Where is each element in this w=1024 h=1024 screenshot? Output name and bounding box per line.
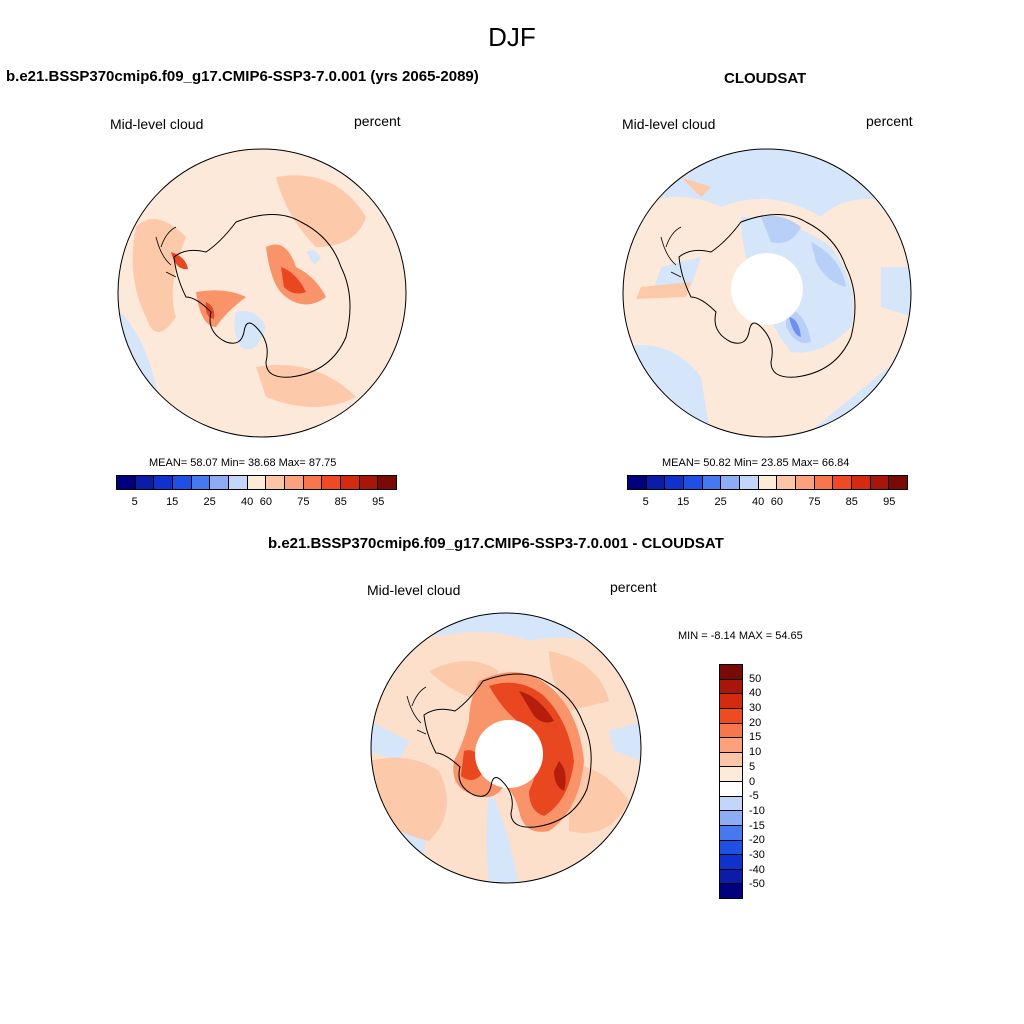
colorbar-tick-label: 5 (749, 760, 756, 773)
colorbar-box (702, 476, 722, 489)
colorbar-tick-label: 25 (203, 496, 216, 508)
model-polar-map (117, 148, 407, 438)
colorbar-tick-label: 75 (808, 496, 821, 508)
colorbar-box (135, 476, 155, 489)
colorbar-box (720, 811, 742, 826)
colorbar-box (720, 825, 742, 841)
colorbar-tick-label: -40 (749, 863, 765, 876)
colorbar-box (341, 476, 360, 489)
colorbar-box (266, 476, 286, 489)
obs-colorbar (627, 475, 908, 490)
colorbar-box (720, 796, 742, 812)
model-stats: MEAN= 58.07 Min= 38.68 Max= 87.75 (149, 457, 337, 469)
colorbar-box (303, 476, 323, 489)
colorbar-box (852, 476, 871, 489)
colorbar-box (889, 476, 908, 489)
colorbar-box (191, 476, 211, 489)
obs-units-label: percent (866, 113, 913, 129)
colorbar-box (720, 679, 742, 695)
colorbar-tick-label: 20 (749, 716, 762, 729)
model-variable-label: Mid-level cloud (110, 116, 204, 132)
colorbar-tick-label: 40 (241, 496, 254, 508)
colorbar-box (285, 476, 304, 489)
colorbar-box (378, 476, 397, 489)
colorbar-box (720, 869, 742, 885)
colorbar-tick-label: 5 (642, 496, 649, 508)
colorbar-box (777, 476, 797, 489)
obs-stats: MEAN= 50.82 Min= 23.85 Max= 66.84 (662, 457, 850, 469)
colorbar-tick-label: -15 (749, 819, 765, 832)
colorbar-box (720, 855, 742, 870)
colorbar-box (720, 884, 742, 898)
diff-polar-map (370, 612, 642, 884)
obs-colorbar-ticks: 5 15 25 40 60 75 85 95 (627, 496, 908, 510)
colorbar-tick-label: -20 (749, 834, 765, 847)
colorbar-box (210, 476, 230, 489)
colorbar-tick-label: 95 (372, 496, 385, 508)
diff-variable-label: Mid-level cloud (367, 582, 461, 598)
colorbar-tick-label: 15 (749, 731, 762, 744)
colorbar-tick-label: 15 (677, 496, 690, 508)
model-panel-title: b.e21.BSSP370cmip6.f09_g17.CMIP6-SSP3-7.… (6, 68, 479, 85)
colorbar-box (154, 476, 174, 489)
model-colorbar-ticks: 5 15 25 40 60 75 85 95 (116, 496, 397, 510)
season-title: DJF (488, 22, 536, 52)
colorbar-tick-label: 95 (883, 496, 896, 508)
colorbar-tick-label: -5 (749, 790, 759, 803)
colorbar-box (796, 476, 815, 489)
colorbar-tick-label: 85 (334, 496, 347, 508)
colorbar-tick-label: -30 (749, 848, 765, 861)
colorbar-box (665, 476, 685, 489)
colorbar-tick-label: 60 (770, 496, 783, 508)
colorbar-box (684, 476, 703, 489)
colorbar-box (721, 476, 741, 489)
colorbar-box (814, 476, 834, 489)
colorbar-tick-label: 40 (752, 496, 765, 508)
model-colorbar (116, 475, 397, 490)
obs-variable-label: Mid-level cloud (622, 116, 716, 132)
colorbar-box (322, 476, 342, 489)
diff-panel-title: b.e21.BSSP370cmip6.f09_g17.CMIP6-SSP3-7.… (268, 535, 724, 552)
colorbar-tick-label: 10 (749, 746, 762, 759)
diff-colorbar-ticks: 50 40 30 20 15 10 5 0 -5 -10 -15 -20 -30 -40 -50 (749, 664, 789, 899)
colorbar-box (758, 476, 778, 489)
colorbar-tick-label: -50 (749, 878, 765, 891)
diff-stats: MIN = -8.14 MAX = 54.65 (678, 630, 803, 642)
colorbar-box (117, 476, 136, 489)
colorbar-box (359, 476, 379, 489)
colorbar-tick-label: 40 (749, 687, 762, 700)
colorbar-box (720, 665, 742, 680)
colorbar-box (173, 476, 192, 489)
colorbar-tick-label: -10 (749, 804, 765, 817)
obs-panel-title: CLOUDSAT (724, 70, 807, 87)
colorbar-tick-label: 30 (749, 702, 762, 715)
colorbar-tick-label: 60 (259, 496, 272, 508)
colorbar-tick-label: 5 (131, 496, 138, 508)
colorbar-box (720, 840, 742, 856)
obs-polar-map (622, 148, 912, 438)
colorbar-tick-label: 0 (749, 775, 756, 788)
colorbar-box (229, 476, 248, 489)
colorbar-box (833, 476, 853, 489)
colorbar-box (720, 708, 742, 724)
diff-units-label: percent (610, 579, 657, 595)
colorbar-box (628, 476, 647, 489)
colorbar-tick-label: 25 (714, 496, 727, 508)
colorbar-box (720, 738, 742, 753)
colorbar-box (870, 476, 890, 489)
colorbar-box (247, 476, 267, 489)
colorbar-box (740, 476, 759, 489)
colorbar-tick-label: 50 (749, 672, 762, 685)
colorbar-box (720, 767, 742, 782)
model-units-label: percent (354, 113, 401, 129)
colorbar-tick-label: 75 (297, 496, 310, 508)
colorbar-box (646, 476, 666, 489)
colorbar-box (720, 782, 742, 797)
colorbar-tick-label: 85 (845, 496, 858, 508)
diff-colorbar (719, 664, 743, 899)
colorbar-box (720, 694, 742, 709)
colorbar-box (720, 723, 742, 739)
colorbar-tick-label: 15 (166, 496, 179, 508)
colorbar-box (720, 752, 742, 768)
